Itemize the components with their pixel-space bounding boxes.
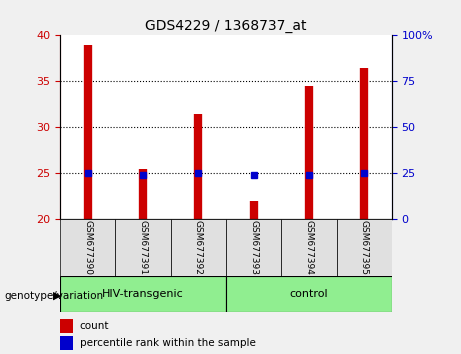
FancyBboxPatch shape bbox=[226, 219, 281, 276]
Text: control: control bbox=[290, 289, 328, 299]
Text: GSM677393: GSM677393 bbox=[249, 220, 258, 275]
Text: GSM677392: GSM677392 bbox=[194, 220, 203, 275]
FancyBboxPatch shape bbox=[337, 219, 392, 276]
Text: ▶: ▶ bbox=[53, 291, 61, 301]
FancyBboxPatch shape bbox=[60, 276, 226, 312]
FancyBboxPatch shape bbox=[60, 219, 115, 276]
Text: GSM677394: GSM677394 bbox=[304, 220, 313, 275]
FancyBboxPatch shape bbox=[281, 219, 337, 276]
Text: GSM677391: GSM677391 bbox=[138, 220, 148, 275]
Text: percentile rank within the sample: percentile rank within the sample bbox=[80, 338, 256, 348]
Bar bbox=[60, 336, 73, 350]
Text: genotype/variation: genotype/variation bbox=[5, 291, 104, 301]
Text: GSM677395: GSM677395 bbox=[360, 220, 369, 275]
FancyBboxPatch shape bbox=[226, 276, 392, 312]
Text: HIV-transgenic: HIV-transgenic bbox=[102, 289, 184, 299]
Bar bbox=[60, 319, 73, 333]
Text: count: count bbox=[80, 321, 109, 331]
FancyBboxPatch shape bbox=[115, 219, 171, 276]
Title: GDS4229 / 1368737_at: GDS4229 / 1368737_at bbox=[145, 19, 307, 33]
FancyBboxPatch shape bbox=[171, 219, 226, 276]
Text: GSM677390: GSM677390 bbox=[83, 220, 92, 275]
